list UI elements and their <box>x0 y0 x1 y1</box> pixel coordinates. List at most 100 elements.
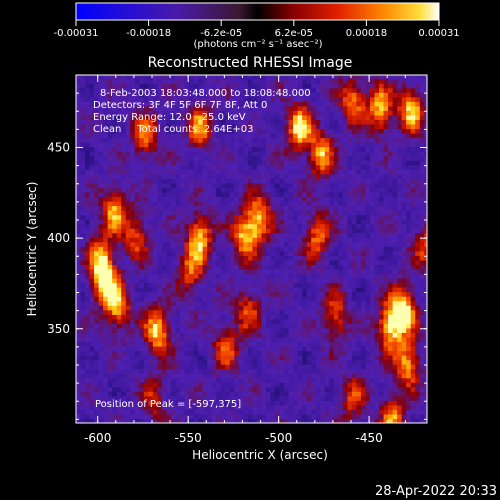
heatmap-cell <box>94 373 100 379</box>
heatmap-cell <box>238 364 244 370</box>
heatmap-cell <box>103 92 109 98</box>
heatmap-cell <box>360 173 367 179</box>
heatmap-cell <box>252 191 258 198</box>
heatmap-cell <box>157 196 163 202</box>
heatmap-cell <box>80 409 86 415</box>
heatmap-cell <box>284 164 290 170</box>
heatmap-cell <box>351 237 358 243</box>
heatmap-cell <box>302 413 308 420</box>
heatmap-cell <box>329 173 335 179</box>
heatmap-cell <box>193 246 199 252</box>
heatmap-cell <box>112 386 118 392</box>
heatmap-cell <box>134 75 140 80</box>
heatmap-cell <box>130 355 136 361</box>
heatmap-cell <box>175 128 181 134</box>
heatmap-cell <box>107 187 113 193</box>
heatmap-cell <box>338 137 344 143</box>
heatmap-cell <box>94 282 100 288</box>
heatmap-cell <box>211 404 217 411</box>
heatmap-cell <box>302 368 308 374</box>
heatmap-cell <box>288 418 294 423</box>
heatmap-cell <box>134 196 140 202</box>
heatmap-cell <box>139 268 145 275</box>
heatmap-cell <box>170 246 177 252</box>
heatmap-cell <box>143 350 149 356</box>
heatmap-cell <box>112 200 118 207</box>
heatmap-cell <box>297 205 303 211</box>
heatmap-cell <box>338 255 344 261</box>
heatmap-cell <box>320 214 326 220</box>
heatmap-cell <box>198 196 204 202</box>
heatmap-cell <box>139 75 145 80</box>
heatmap-cell <box>175 96 181 102</box>
heatmap-cell <box>148 336 154 343</box>
heatmap-cell <box>139 119 145 125</box>
heatmap-cell <box>311 114 317 121</box>
heatmap-cell <box>229 146 235 152</box>
heatmap-cell <box>211 200 217 207</box>
heatmap-cell <box>333 228 339 234</box>
heatmap-cell <box>134 268 140 275</box>
heatmap-cell <box>288 191 294 198</box>
heatmap-cell <box>342 250 348 256</box>
heatmap-cell <box>116 75 122 80</box>
heatmap-cell <box>270 345 276 352</box>
heatmap-cell <box>170 164 177 170</box>
heatmap-cell <box>297 273 303 279</box>
heatmap-cell <box>220 278 226 284</box>
heatmap-cell <box>107 196 113 202</box>
heatmap-cell <box>229 75 235 80</box>
heatmap-cell <box>324 160 330 166</box>
heatmap-cell <box>134 332 140 338</box>
heatmap-cell <box>256 309 263 315</box>
heatmap-cell <box>329 164 335 170</box>
heatmap-cell <box>89 128 95 134</box>
heatmap-cell <box>89 377 95 383</box>
heatmap-cell <box>225 382 231 388</box>
heatmap-cell <box>302 250 308 256</box>
heatmap-cell <box>130 173 136 179</box>
heatmap-cell <box>180 255 186 261</box>
heatmap-cell <box>234 101 240 107</box>
heatmap-cell <box>270 101 276 107</box>
heatmap-cell <box>238 146 244 152</box>
heatmap-cell <box>89 105 95 111</box>
heatmap-cell <box>89 83 95 89</box>
heatmap-cell <box>284 114 290 121</box>
heatmap-cell <box>80 75 86 80</box>
heatmap-cell <box>207 409 213 415</box>
heatmap-cell <box>297 200 303 207</box>
heatmap-cell <box>166 332 172 338</box>
heatmap-cell <box>288 187 294 193</box>
heatmap-cell <box>284 278 290 284</box>
heatmap-cell <box>189 282 195 288</box>
heatmap-cell <box>256 282 263 288</box>
heatmap-cell <box>193 160 199 166</box>
heatmap-cell <box>329 413 335 420</box>
heatmap-cell <box>360 160 367 166</box>
heatmap-cell <box>288 173 294 179</box>
heatmap-cell <box>152 332 159 338</box>
heatmap-cell <box>76 128 82 134</box>
heatmap-cell <box>234 178 240 184</box>
heatmap-cell <box>211 386 217 392</box>
heatmap-cell <box>265 223 272 229</box>
heatmap-cell <box>252 241 258 247</box>
heatmap-cell <box>121 341 127 347</box>
heatmap-cell <box>256 400 263 406</box>
heatmap-cell <box>112 114 118 121</box>
heatmap-cell <box>333 87 339 93</box>
heatmap-cell <box>265 123 272 130</box>
heatmap-cell <box>189 75 195 80</box>
heatmap-cell <box>166 151 172 157</box>
heatmap-cell <box>315 105 321 111</box>
heatmap-cell <box>166 355 172 361</box>
heatmap-cell <box>139 291 145 297</box>
heatmap-cell <box>89 146 95 152</box>
heatmap-cell <box>252 101 258 107</box>
heatmap-cell <box>180 219 186 225</box>
heatmap-cell <box>98 255 104 261</box>
heatmap-cell <box>261 287 267 293</box>
heatmap-cell <box>265 314 272 320</box>
heatmap-cell <box>238 404 244 411</box>
